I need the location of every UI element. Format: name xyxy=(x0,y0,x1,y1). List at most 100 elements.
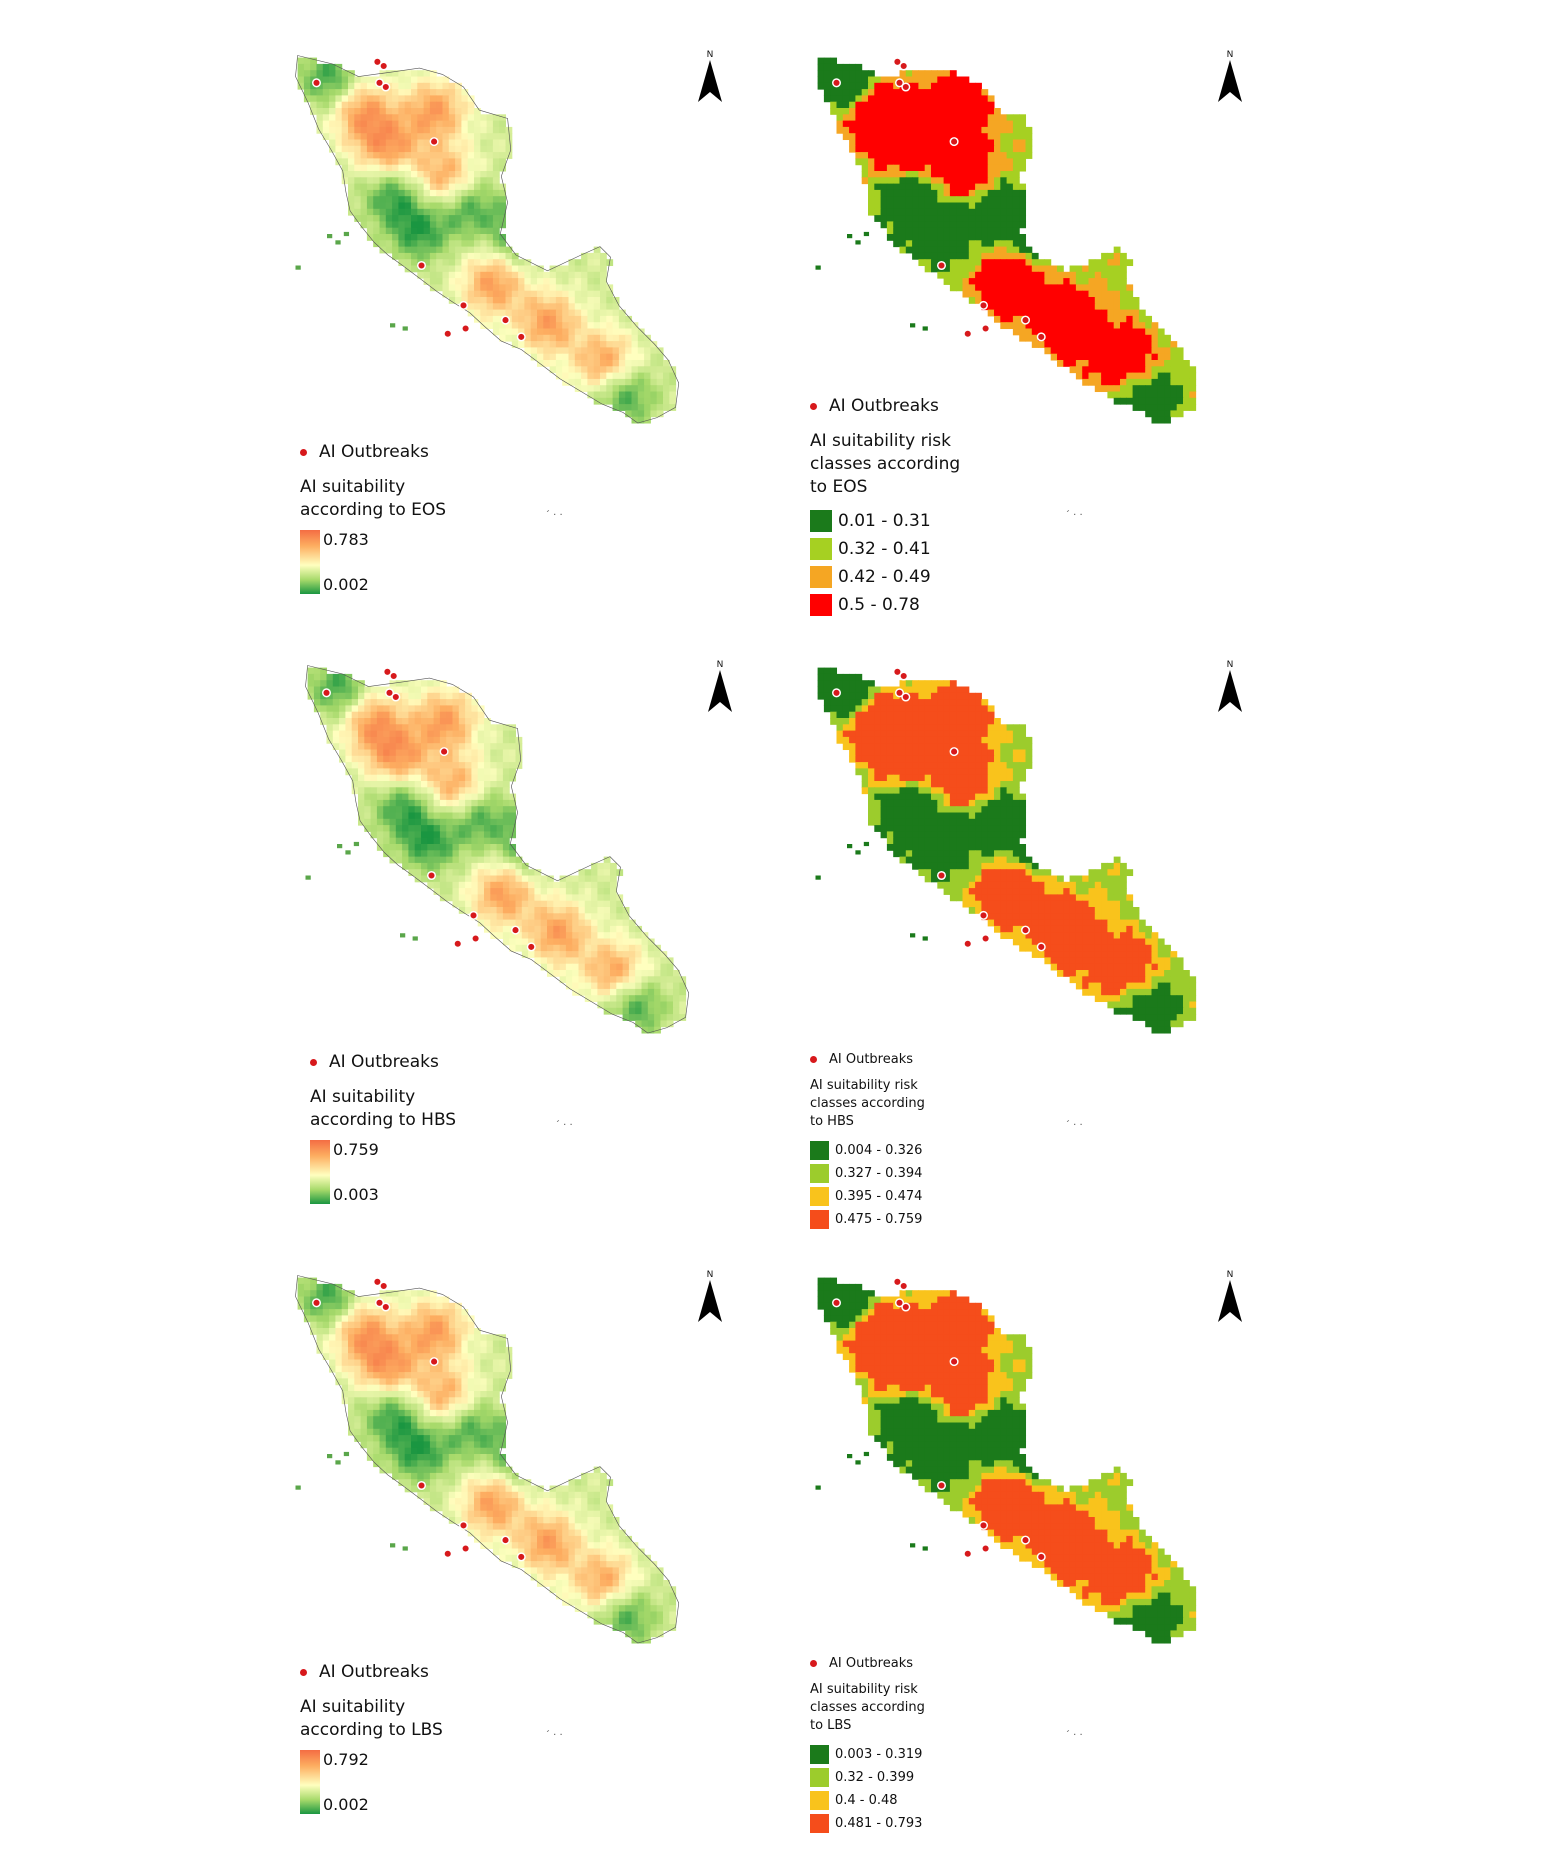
legend-class-row: 0.4 - 0.48 xyxy=(810,1789,925,1812)
north-label: N xyxy=(706,50,714,60)
region-outline xyxy=(295,1275,680,1644)
raster-layer xyxy=(295,1275,680,1644)
islands: ´ · · xyxy=(555,1120,573,1131)
outbreaks-label: AI Outbreaks xyxy=(829,1052,914,1067)
map-eos-continuous xyxy=(295,55,680,424)
ramp-bar xyxy=(300,530,320,594)
island xyxy=(400,933,406,938)
outbreak-marker xyxy=(453,939,463,949)
north-arrow-icon xyxy=(1218,670,1242,712)
legend-title: AI suitability risk classes according to… xyxy=(810,1077,925,1131)
outbreak-marker xyxy=(389,671,399,681)
class-swatch xyxy=(810,1791,829,1810)
outbreak-marker xyxy=(901,1302,911,1312)
legend-title-line: classes according xyxy=(810,1096,925,1111)
outbreak-marker xyxy=(311,78,322,88)
outbreak-marker xyxy=(978,910,989,920)
island xyxy=(327,233,333,239)
outbreak-marker xyxy=(978,300,989,310)
class-swatch xyxy=(810,1768,829,1787)
outbreak-marker xyxy=(892,57,902,67)
legend-class-row: 0.327 - 0.394 xyxy=(810,1162,925,1185)
class-swatch xyxy=(810,566,832,588)
class-label: 0.01 - 0.31 xyxy=(838,511,931,531)
outbreak-marker xyxy=(1020,315,1031,325)
panel-hbs-continuous: N AI Outbreaks AI suitability according … xyxy=(290,650,810,1210)
island xyxy=(402,326,408,331)
outbreak-marker xyxy=(936,870,947,881)
map-lbs-continuous xyxy=(295,1275,680,1644)
outbreak-marker xyxy=(458,300,469,310)
outbreak-marker xyxy=(831,688,842,698)
legend-title-line: AI suitability risk xyxy=(810,1682,918,1697)
legend-title-line: AI suitability xyxy=(300,1697,406,1717)
north-label: N xyxy=(1226,660,1234,670)
ramp-bar xyxy=(300,1750,320,1814)
outbreak-marker xyxy=(391,692,401,702)
panel-hbs-classes: N AI Outbreaks AI suitability risk class… xyxy=(800,650,1320,1229)
outbreak-dot-icon xyxy=(810,402,817,410)
legend-title-line: according to EOS xyxy=(300,500,447,520)
raster-layer xyxy=(815,57,1197,424)
north-arrow: N xyxy=(690,50,730,110)
legend-title-line: AI suitability xyxy=(300,477,406,497)
legend-class-row: 0.395 - 0.474 xyxy=(810,1185,925,1208)
panel-lbs-classes: N AI Outbreaks AI suitability risk class… xyxy=(800,1260,1320,1833)
north-arrow-icon xyxy=(1218,60,1242,102)
outbreak-marker xyxy=(429,1357,439,1367)
north-label: N xyxy=(1226,1270,1234,1280)
ramp-min-label: 0.003 xyxy=(333,1185,379,1204)
outbreak-marker xyxy=(1036,1552,1046,1562)
north-arrow-icon xyxy=(698,60,722,102)
islands: ´ · · xyxy=(1065,1730,1083,1741)
outbreak-marker xyxy=(500,315,511,325)
legend-outbreaks: AI Outbreaks xyxy=(810,396,960,416)
island xyxy=(353,841,360,847)
north-arrow-icon xyxy=(698,1280,722,1322)
outbreak-dot-icon xyxy=(810,1660,817,1667)
legend-class-row: 0.481 - 0.793 xyxy=(810,1812,925,1835)
legend-outbreaks: AI Outbreaks xyxy=(810,1052,925,1067)
panel-lbs-continuous: N AI Outbreaks AI suitability according … xyxy=(280,1260,800,1820)
outbreak-marker xyxy=(963,1549,973,1559)
panel-eos-classes: N AI Outbreaks AI suitability risk class… xyxy=(800,40,1320,616)
class-swatch xyxy=(810,510,832,532)
outbreak-marker xyxy=(458,1520,469,1530)
class-swatch xyxy=(810,594,832,616)
class-label: 0.481 - 0.793 xyxy=(835,1816,923,1831)
outbreak-dot-icon xyxy=(310,1058,317,1066)
legend-title: AI suitability according to EOS xyxy=(300,476,446,522)
outbreak-marker xyxy=(416,1480,427,1491)
legend-title-line: according to LBS xyxy=(300,1720,443,1740)
outbreak-marker xyxy=(1036,332,1046,342)
legend: AI Outbreaks AI suitability risk classes… xyxy=(810,396,960,619)
outbreak-marker xyxy=(1020,925,1031,935)
outbreak-marker xyxy=(936,1480,947,1491)
island xyxy=(815,265,821,270)
outbreak-marker xyxy=(901,82,911,92)
outbreak-marker xyxy=(381,1302,391,1312)
island xyxy=(863,841,870,847)
north-arrow-icon xyxy=(708,670,732,712)
island xyxy=(343,231,350,237)
legend: AI Outbreaks AI suitability risk classes… xyxy=(810,1052,925,1231)
outbreak-marker xyxy=(510,925,521,935)
island xyxy=(295,1485,301,1490)
island xyxy=(855,1460,861,1465)
class-label: 0.327 - 0.394 xyxy=(835,1166,923,1181)
outbreak-marker xyxy=(468,910,479,920)
island xyxy=(327,1454,333,1459)
class-swatch xyxy=(810,1141,829,1160)
island xyxy=(337,844,343,849)
outbreaks-label: AI Outbreaks xyxy=(829,1656,914,1671)
north-arrow: N xyxy=(700,660,740,720)
legend-outbreaks: AI Outbreaks xyxy=(310,1052,456,1072)
outbreak-marker xyxy=(981,1543,991,1554)
outbreak-marker xyxy=(899,671,909,681)
ramp-max-label: 0.759 xyxy=(333,1140,379,1159)
legend-outbreaks: AI Outbreaks xyxy=(300,1662,443,1682)
outbreak-marker xyxy=(949,747,959,757)
region-outline xyxy=(295,55,680,424)
legend: AI Outbreaks AI suitability according to… xyxy=(310,1052,456,1204)
outbreak-marker xyxy=(374,1298,385,1308)
